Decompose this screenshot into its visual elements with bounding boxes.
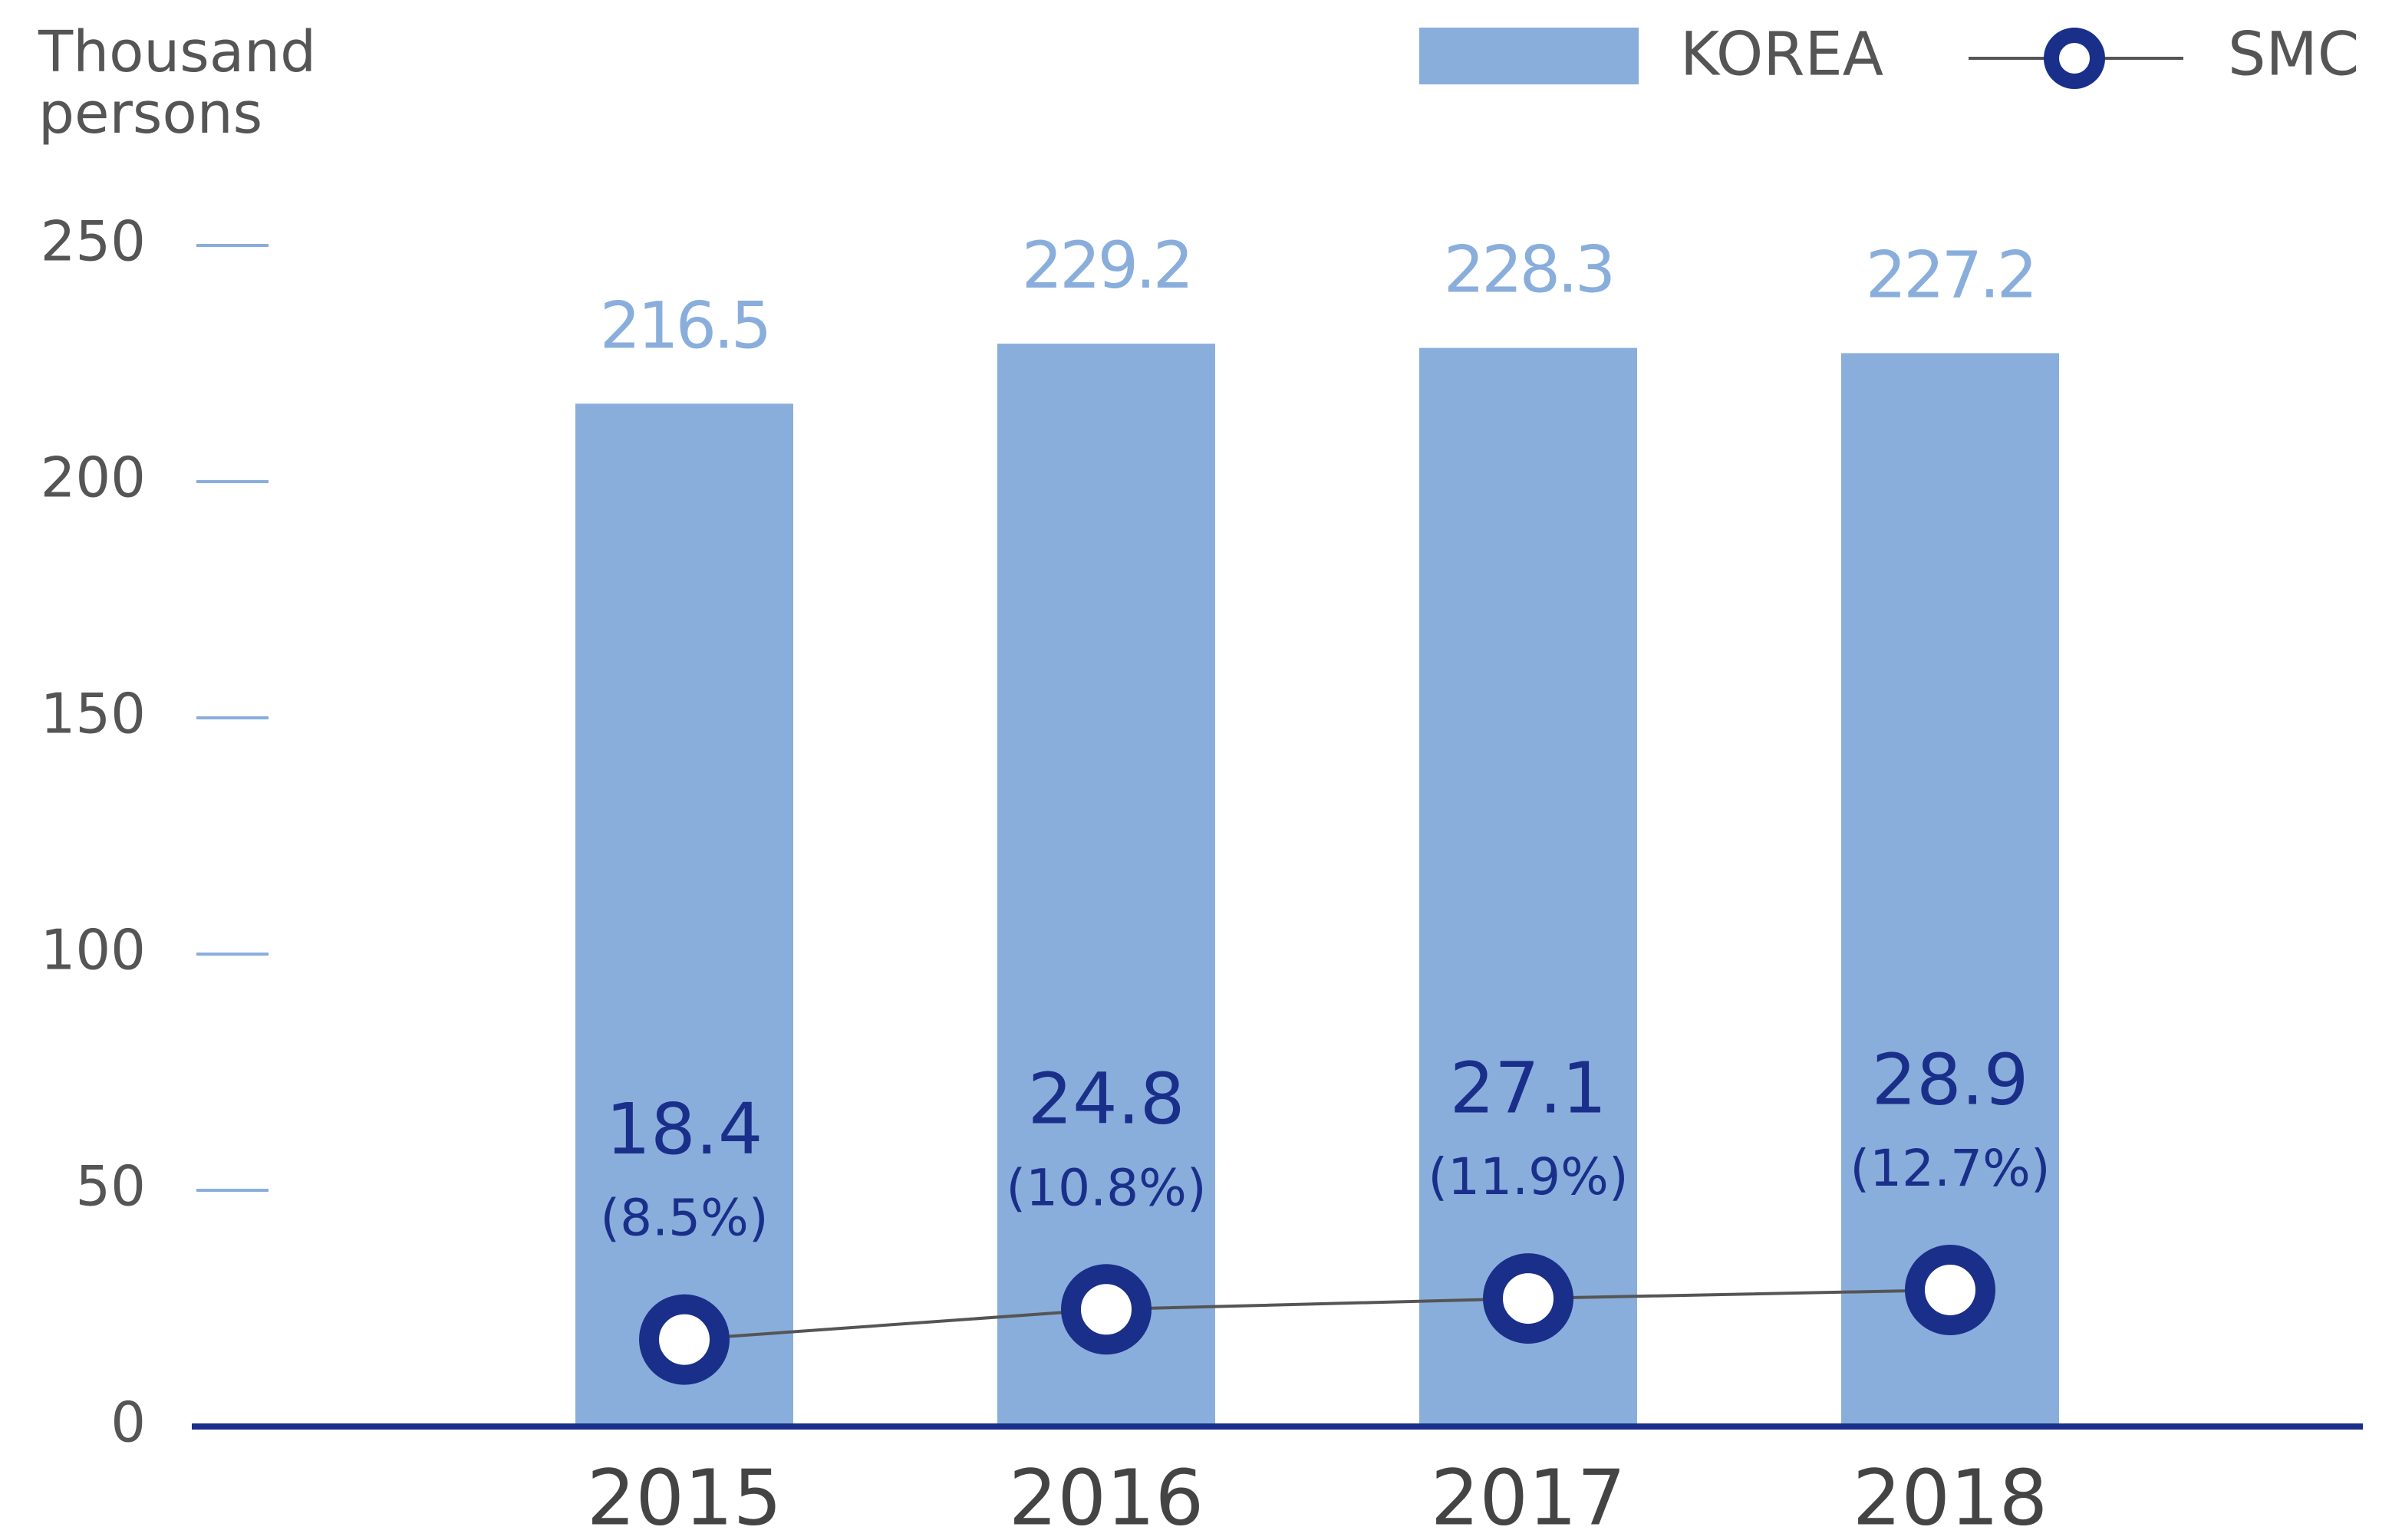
legend-swatch: [1419, 28, 1639, 84]
y-tick-label: 50: [75, 1154, 146, 1219]
bar: [1419, 347, 1637, 1426]
y-tick-label: 200: [41, 446, 146, 510]
share-label: (8.5%): [600, 1189, 768, 1248]
line-marker: [639, 1294, 730, 1385]
y-tick-label: 250: [41, 209, 146, 274]
line: [684, 1288, 1951, 1341]
x-tick-label: 2018: [1853, 1453, 2048, 1540]
line-value-label: 27.1: [1450, 1047, 1607, 1129]
line-marker: [1483, 1253, 1573, 1344]
x-tick-label: 2016: [1009, 1453, 1204, 1540]
line-value-label: 24.8: [1028, 1058, 1185, 1140]
bar: [997, 344, 1215, 1427]
share-label: (11.9%): [1428, 1147, 1628, 1206]
bar-value-label: 216.5: [600, 288, 769, 363]
y-tick-label: 100: [41, 918, 146, 982]
legend-marker: [2044, 28, 2105, 89]
line-marker: [1905, 1244, 1995, 1335]
x-tick-label: 2017: [1431, 1453, 1626, 1540]
line-value-label: 18.4: [606, 1088, 763, 1170]
line-marker: [1061, 1264, 1152, 1355]
bar: [575, 403, 793, 1426]
bar-value-label: 228.3: [1444, 232, 1613, 308]
y-tick-label: 150: [41, 682, 146, 746]
share-label: (12.7%): [1850, 1139, 2050, 1198]
y-axis-label: Thousand persons: [38, 19, 317, 146]
bar-value-label: 229.2: [1022, 228, 1191, 303]
legend-label: KOREA: [1680, 20, 1883, 89]
legend-label: SMC: [2228, 20, 2359, 89]
y-tick-label: 0: [110, 1390, 146, 1455]
bar-value-label: 227.2: [1866, 237, 2035, 312]
x-tick-label: 2015: [587, 1453, 783, 1540]
line-value-label: 28.9: [1872, 1038, 2029, 1120]
share-label: (10.8%): [1006, 1158, 1206, 1217]
